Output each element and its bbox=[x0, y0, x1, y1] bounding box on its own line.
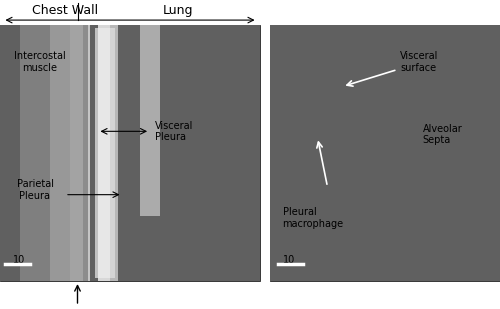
Text: Alveolar
Septa: Alveolar Septa bbox=[422, 124, 462, 145]
Bar bbox=[70, 25, 82, 281]
Bar bbox=[110, 25, 118, 281]
Text: Intercostal
muscle: Intercostal muscle bbox=[14, 51, 66, 73]
Text: Lung: Lung bbox=[162, 4, 193, 17]
Bar bbox=[88, 25, 90, 281]
Bar bbox=[95, 28, 115, 278]
Text: Pleural
macrophage: Pleural macrophage bbox=[282, 207, 344, 229]
Bar bbox=[98, 25, 110, 281]
Bar bbox=[20, 25, 70, 281]
Bar bbox=[140, 25, 160, 216]
Text: Visceral
Pleura: Visceral Pleura bbox=[155, 121, 194, 142]
FancyBboxPatch shape bbox=[270, 25, 500, 281]
Bar bbox=[50, 25, 90, 281]
Text: 10: 10 bbox=[12, 255, 25, 265]
Text: 10: 10 bbox=[282, 255, 295, 265]
Bar bbox=[0, 25, 260, 281]
Text: Visceral
surface: Visceral surface bbox=[400, 51, 438, 73]
Text: Parietal
Pleura: Parietal Pleura bbox=[16, 179, 54, 201]
Bar bbox=[270, 25, 500, 281]
FancyBboxPatch shape bbox=[0, 25, 260, 281]
Text: Chest Wall: Chest Wall bbox=[32, 4, 98, 17]
